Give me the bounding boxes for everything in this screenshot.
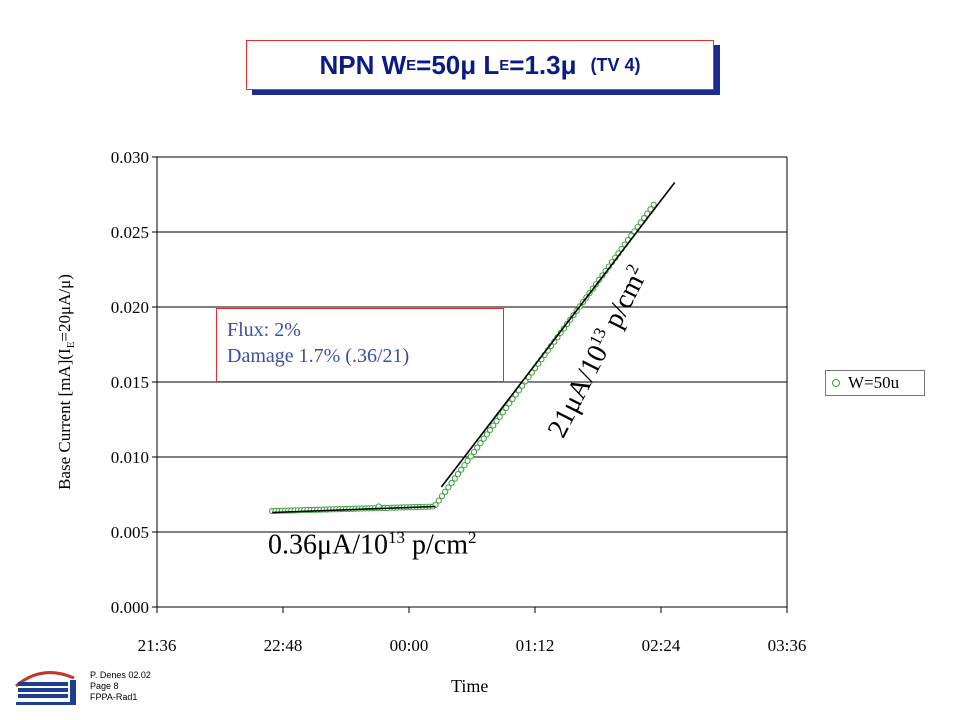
y-tick-label: 0.000 [111, 598, 149, 617]
legend-label: W=50u [848, 373, 900, 392]
data-point [464, 457, 471, 464]
footer: P. Denes 02.02 Page 8 FPPA-Rad1 [90, 670, 151, 703]
y-tick-label: 0.015 [111, 373, 149, 392]
title-sub-1: E [406, 56, 417, 74]
data-point [442, 488, 449, 495]
x-tick-label: 21:36 [138, 636, 177, 655]
data-point [486, 426, 494, 434]
data-point [509, 395, 516, 403]
x-axis-label: Time [451, 676, 489, 696]
data-point [483, 431, 490, 438]
data-point [435, 497, 442, 504]
y-tick-label: 0.005 [111, 523, 149, 542]
title-mid: =50μ L [416, 49, 500, 80]
data-point [499, 409, 507, 416]
page-title: NPN W E =50μ L E =1.3μ (TV 4) [246, 40, 714, 90]
data-point [493, 418, 500, 425]
data-point [477, 440, 484, 447]
x-tick-label: 22:48 [264, 636, 303, 655]
fit-line-steep [440, 182, 676, 488]
slope-low-label: 0.36μA/1013 p/cm2 [268, 528, 477, 561]
annotation-box: Flux: 2% Damage 1.7% (.36/21) [216, 308, 504, 382]
x-tick-label: 01:12 [516, 636, 555, 655]
footer-doc: FPPA-Rad1 [90, 692, 138, 702]
footer-author: P. Denes 02.02 [90, 670, 151, 680]
data-point [480, 435, 487, 442]
title-tag: (TV 4) [590, 54, 641, 75]
y-tick-label: 0.020 [111, 298, 149, 317]
title-main: NPN W [319, 49, 407, 80]
x-tick-label: 02:24 [642, 636, 681, 655]
data-point [470, 448, 478, 456]
data-point [451, 475, 458, 482]
data-point [448, 479, 455, 487]
data-point [647, 206, 654, 213]
y-tick-label: 0.025 [111, 223, 149, 242]
annotation-flux: Flux: 2% [227, 319, 301, 341]
data-point [474, 444, 481, 451]
legend-marker [832, 379, 840, 387]
data-point [445, 484, 452, 491]
y-axis-label: Base Current [mA](IE=20μA/μ) [54, 274, 78, 490]
data-point [506, 400, 513, 407]
berkeley-lab-logo [15, 671, 76, 705]
data-point [467, 453, 474, 460]
x-tick-label: 03:36 [768, 636, 807, 655]
data-point [503, 404, 510, 411]
data-point [496, 413, 503, 420]
title-end: =1.3μ [509, 49, 577, 80]
annotation-damage: Damage 1.7% (.36/21) [227, 345, 410, 367]
data-point [458, 466, 465, 473]
data-point [454, 470, 462, 478]
data-point [438, 493, 446, 500]
y-tick-label: 0.010 [111, 448, 149, 467]
fit-line-flat [272, 505, 436, 514]
title-sub-2: E [499, 56, 510, 74]
data-point [461, 462, 468, 469]
footer-page: Page 8 [90, 681, 119, 691]
y-tick-label: 0.030 [111, 148, 149, 167]
legend: W=50u [825, 370, 925, 396]
data-point [650, 201, 657, 208]
data-point [490, 422, 497, 429]
x-tick-label: 00:00 [390, 636, 429, 655]
